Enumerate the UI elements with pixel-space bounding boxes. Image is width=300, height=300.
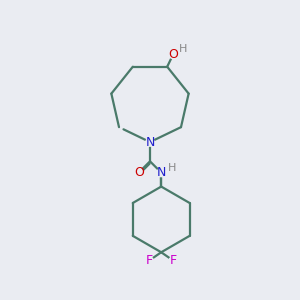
Circle shape bbox=[157, 169, 165, 177]
Text: H: H bbox=[168, 163, 176, 173]
Text: N: N bbox=[157, 166, 166, 179]
Text: N: N bbox=[145, 136, 155, 148]
Text: F: F bbox=[146, 254, 153, 267]
Circle shape bbox=[135, 169, 143, 177]
Text: O: O bbox=[134, 166, 144, 179]
Circle shape bbox=[169, 257, 177, 265]
Text: F: F bbox=[169, 254, 177, 267]
Circle shape bbox=[145, 257, 153, 265]
Text: O: O bbox=[168, 48, 178, 61]
Text: H: H bbox=[179, 44, 187, 55]
Circle shape bbox=[169, 50, 177, 59]
Circle shape bbox=[146, 138, 154, 146]
